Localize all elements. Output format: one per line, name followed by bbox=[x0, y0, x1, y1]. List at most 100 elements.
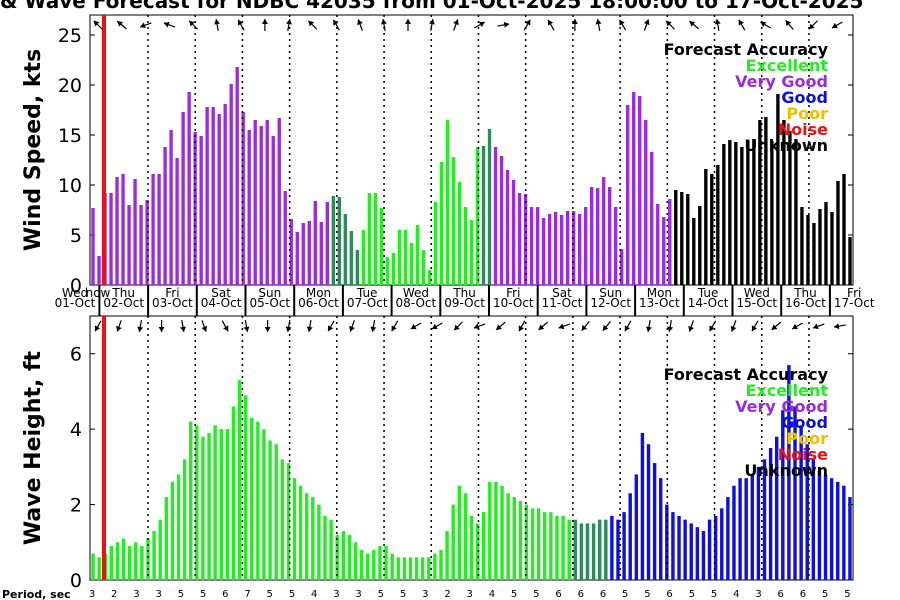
arrow-head bbox=[571, 19, 578, 24]
day-date-label: 16-Oct bbox=[785, 296, 826, 310]
bar bbox=[427, 270, 432, 285]
bar bbox=[409, 243, 414, 285]
bar bbox=[848, 497, 852, 580]
arrow-head bbox=[473, 323, 480, 330]
arrow-head bbox=[667, 326, 674, 332]
period-value: 4 bbox=[733, 589, 739, 600]
bar bbox=[781, 410, 785, 580]
bar bbox=[512, 497, 516, 580]
direction-arrow bbox=[738, 19, 746, 31]
direction-arrow bbox=[751, 320, 759, 332]
bar bbox=[262, 429, 266, 580]
now-label: now bbox=[86, 286, 111, 300]
bar bbox=[583, 207, 588, 285]
arrow-head bbox=[688, 325, 694, 332]
legend-item: Noise bbox=[778, 120, 828, 139]
bar bbox=[91, 553, 95, 580]
wave-height-panel: 0 2 4 6 Wave Height, ft Forecast AccuracyExce… bbox=[21, 315, 854, 592]
direction-arrow bbox=[831, 21, 843, 29]
direction-arrow bbox=[785, 20, 794, 30]
bar bbox=[680, 192, 684, 285]
bar bbox=[494, 481, 498, 580]
direction-arrow bbox=[410, 322, 422, 330]
bar bbox=[235, 67, 239, 285]
bar bbox=[420, 557, 425, 580]
bar bbox=[768, 448, 773, 580]
bar bbox=[164, 497, 169, 580]
bar bbox=[505, 170, 510, 285]
chart-title: & Wave Forecast for NDBC 42035 from 01-O… bbox=[0, 0, 863, 13]
arrow-head bbox=[558, 323, 565, 330]
bar bbox=[585, 523, 590, 580]
bar bbox=[622, 512, 626, 580]
bar bbox=[710, 174, 714, 285]
legend-item: Excellent bbox=[746, 381, 829, 400]
bar bbox=[163, 147, 167, 285]
bar bbox=[402, 557, 407, 580]
arrow-head bbox=[689, 21, 696, 27]
legend-item: Very Good bbox=[735, 72, 828, 91]
arrow-head bbox=[238, 19, 244, 26]
arrow-head bbox=[792, 323, 799, 330]
day-date-label: 03-Oct bbox=[152, 296, 193, 310]
arrow-head bbox=[666, 20, 672, 27]
bar bbox=[787, 365, 791, 580]
bar bbox=[656, 204, 660, 285]
bar bbox=[451, 157, 456, 285]
arrow-head bbox=[812, 323, 819, 330]
bar bbox=[704, 169, 708, 285]
bar bbox=[307, 221, 311, 285]
direction-arrow bbox=[158, 320, 165, 332]
bar bbox=[286, 463, 291, 580]
arrow-head bbox=[370, 326, 377, 332]
bar bbox=[750, 474, 754, 580]
bar bbox=[97, 256, 101, 285]
bar bbox=[535, 207, 540, 285]
bar bbox=[134, 542, 138, 580]
bar bbox=[313, 201, 317, 285]
bar bbox=[304, 493, 309, 580]
bar bbox=[811, 459, 816, 580]
bar bbox=[250, 417, 254, 580]
arrow-head bbox=[391, 325, 397, 332]
arrow-head bbox=[431, 323, 438, 330]
direction-arrow bbox=[595, 18, 602, 32]
bar bbox=[146, 538, 150, 580]
direction-arrow bbox=[431, 322, 443, 330]
bar bbox=[372, 549, 376, 580]
direction-arrow bbox=[538, 321, 549, 331]
bar bbox=[396, 557, 400, 580]
direction-arrow bbox=[495, 321, 506, 331]
arrow-head bbox=[93, 20, 100, 27]
bar bbox=[671, 512, 675, 580]
direction-arrow bbox=[619, 19, 627, 31]
arrow-head bbox=[137, 326, 144, 332]
bar bbox=[683, 519, 687, 580]
bar bbox=[823, 474, 828, 580]
period-value: 5 bbox=[689, 589, 695, 600]
bar bbox=[793, 406, 797, 580]
direction-arrow bbox=[558, 323, 571, 330]
bar bbox=[788, 131, 792, 285]
bar bbox=[529, 207, 534, 285]
direction-arrow bbox=[264, 320, 271, 332]
legend-item: Noise bbox=[778, 445, 828, 464]
bar bbox=[157, 174, 161, 285]
bar bbox=[740, 147, 744, 285]
bar bbox=[499, 156, 504, 285]
day-name-label: Tue bbox=[356, 286, 378, 300]
direction-arrow bbox=[116, 20, 127, 30]
bar bbox=[223, 104, 227, 285]
direction-arrow bbox=[332, 19, 340, 31]
period-value: 5 bbox=[178, 589, 184, 600]
bar bbox=[567, 519, 571, 580]
bar bbox=[231, 406, 236, 580]
y-tick-label: 0 bbox=[70, 275, 82, 297]
direction-arrow bbox=[306, 319, 313, 333]
y-axis-label: Wind Speed, kts bbox=[21, 49, 46, 251]
direction-arrow bbox=[730, 320, 737, 332]
bar bbox=[559, 215, 564, 285]
bar bbox=[577, 214, 582, 285]
period-value: 5 bbox=[622, 589, 628, 600]
bar bbox=[109, 546, 114, 580]
